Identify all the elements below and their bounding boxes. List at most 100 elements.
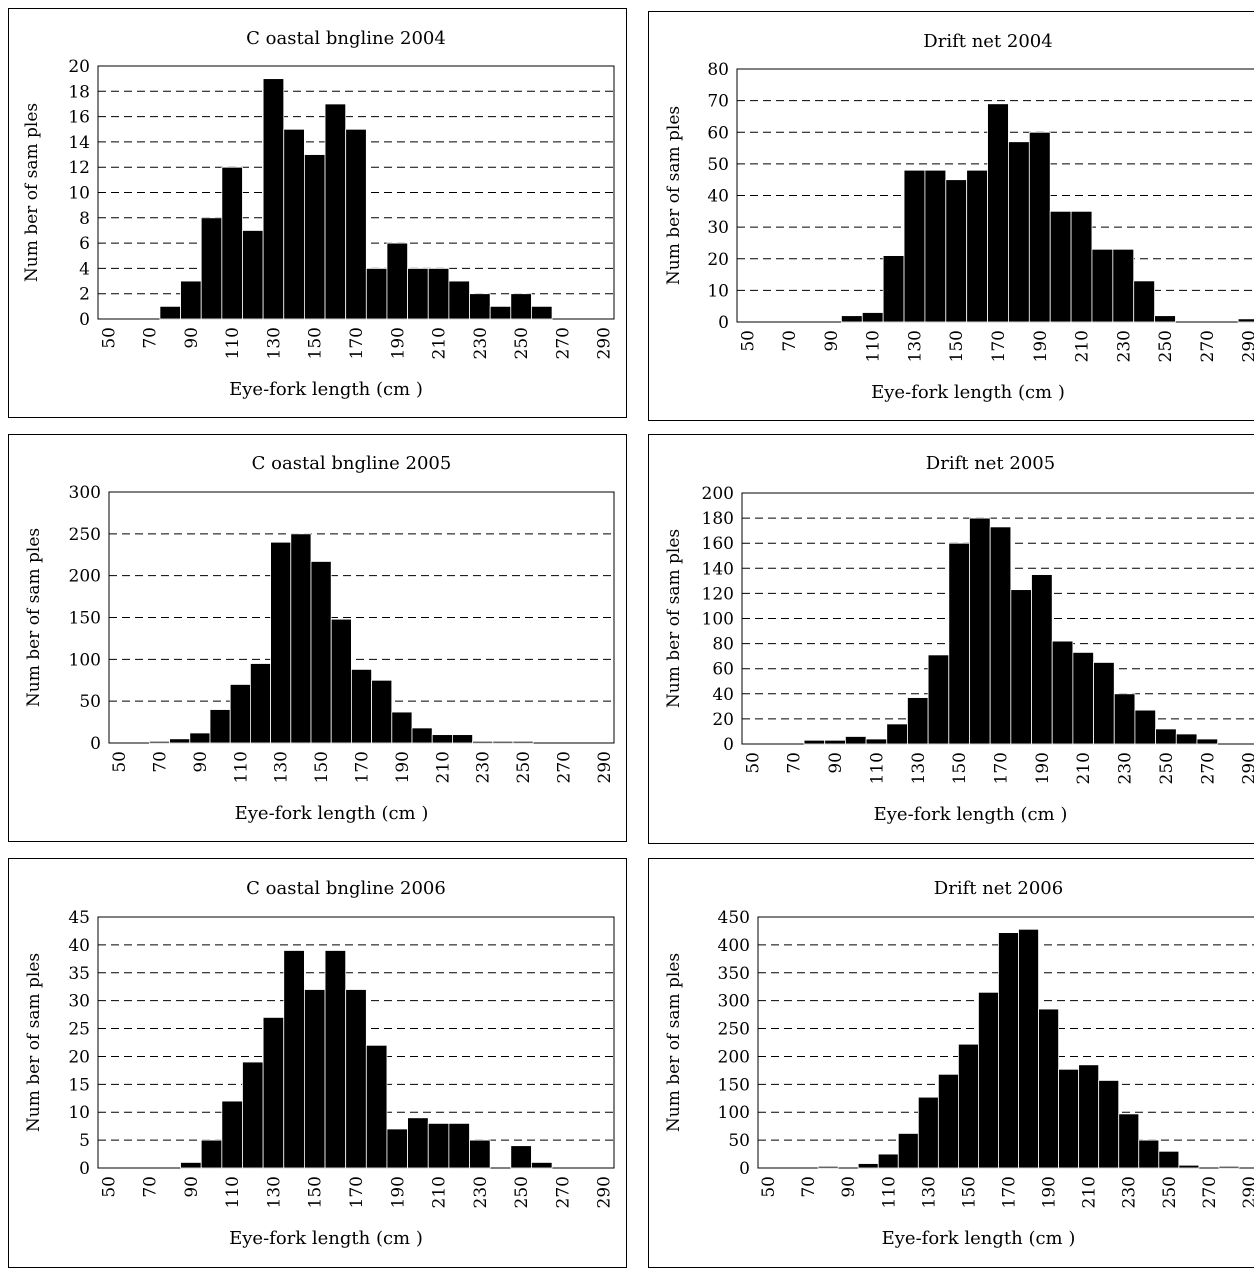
x-tick-label: 250: [512, 1176, 532, 1208]
y-tick-label: 160: [702, 534, 734, 554]
y-tick-label: 0: [79, 310, 90, 330]
x-tick-label: 130: [919, 1176, 939, 1208]
bar: [966, 169, 988, 323]
y-tick-label: 20: [68, 1047, 90, 1067]
y-axis-label: Num ber of sam ples: [664, 953, 684, 1132]
y-tick-label: 60: [712, 660, 734, 680]
x-tick-label: 90: [826, 752, 846, 774]
bar: [937, 1073, 959, 1169]
bar: [531, 305, 553, 320]
bar: [159, 305, 181, 320]
y-tick-label: 0: [723, 735, 734, 755]
bar: [1038, 1008, 1059, 1169]
bar: [209, 709, 231, 744]
chart-svg: C oastal bngline 2004 0 2 4 6 8 10 12 14 16 18 20 50…: [22, 28, 615, 400]
bar: [903, 169, 926, 323]
bar: [180, 1162, 202, 1169]
chart-title: Drift net 2006: [934, 878, 1063, 899]
chart-svg: C oastal bngline 2005 0 50 100 150 200 250 300 5…: [24, 453, 615, 824]
y-tick-label: 14: [68, 133, 90, 153]
bar: [451, 734, 473, 744]
bar: [886, 723, 908, 745]
y-tick-label: 45: [68, 908, 90, 928]
y-tick-label: 20: [712, 710, 734, 730]
y-tick-label: 4: [79, 259, 90, 279]
bar: [1098, 1080, 1120, 1169]
bar: [431, 734, 453, 744]
x-tick-label: 170: [1000, 1176, 1020, 1208]
x-tick-label: 210: [430, 1176, 450, 1208]
bar: [1072, 651, 1094, 745]
x-tick-label: 150: [306, 1176, 326, 1208]
x-tick-label: 50: [99, 1176, 119, 1198]
y-tick-label: 35: [68, 964, 90, 984]
bar: [330, 618, 352, 744]
x-tick-label: 110: [231, 751, 251, 783]
x-tick-label: 270: [555, 751, 575, 783]
x-tick-label: 70: [141, 327, 161, 349]
x-tick-label: 50: [743, 752, 763, 774]
bar: [1008, 141, 1030, 323]
bar: [169, 738, 191, 744]
x-tick-label: 190: [388, 327, 408, 359]
y-tick-label: 0: [739, 1159, 750, 1179]
bar: [283, 950, 305, 1169]
x-tick-label: 50: [759, 1176, 779, 1198]
bar: [148, 740, 170, 744]
x-tick-label: 130: [909, 752, 929, 784]
x-tick-label: 130: [264, 327, 284, 359]
x-tick-label: 170: [347, 1176, 367, 1208]
bar: [262, 78, 285, 320]
y-tick-label: 80: [712, 635, 734, 655]
y-tick-label: 2: [79, 285, 90, 305]
bar: [303, 154, 326, 320]
y-tick-label: 250: [718, 1020, 750, 1040]
x-tick-label: 250: [1157, 752, 1177, 784]
bar: [448, 1122, 470, 1169]
x-axis-label: Eye-fork length (cm ): [874, 804, 1068, 825]
bar: [1175, 733, 1198, 745]
bar: [365, 1044, 388, 1169]
bar: [865, 738, 888, 745]
bar: [897, 1133, 919, 1169]
y-tick-label: 25: [68, 1020, 90, 1040]
x-tick-label: 50: [99, 327, 119, 349]
bar: [978, 991, 999, 1169]
bar: [1134, 709, 1157, 745]
y-tick-label: 16: [68, 108, 90, 128]
x-tick-label: 70: [151, 751, 171, 773]
x-tick-label: 210: [1073, 330, 1093, 362]
y-tick-label: 5: [79, 1131, 90, 1151]
x-tick-label: 170: [353, 751, 373, 783]
y-tick-label: 0: [90, 734, 101, 754]
bar: [1093, 662, 1115, 745]
chart-panel-drift-2004: Drift net 2004 0 10 20 30 40 50 60 70 80 50 70 90 110…: [648, 11, 1254, 421]
x-tick-label: 270: [1200, 1176, 1220, 1208]
bar: [1113, 693, 1136, 745]
bar: [242, 1061, 264, 1169]
x-tick-label: 290: [595, 751, 615, 783]
y-tick-label: 300: [718, 992, 750, 1012]
bar: [324, 103, 347, 320]
bar: [448, 280, 470, 320]
bar: [345, 989, 367, 1169]
bar: [283, 128, 305, 320]
bar: [492, 740, 514, 744]
x-tick-label: 290: [1240, 1176, 1254, 1208]
x-tick-label: 230: [1120, 1176, 1140, 1208]
bar: [957, 1043, 979, 1169]
bar: [948, 542, 970, 745]
bar: [945, 179, 968, 323]
bar: [350, 668, 372, 744]
x-tick-label: 190: [1040, 1176, 1060, 1208]
y-tick-label: 250: [69, 525, 101, 545]
x-tick-label: 230: [474, 751, 494, 783]
x-tick-label: 230: [471, 1176, 491, 1208]
x-tick-label: 250: [1156, 330, 1176, 362]
y-tick-label: 12: [68, 158, 90, 178]
bar: [411, 727, 433, 744]
x-tick-label: 50: [110, 751, 130, 773]
x-tick-label: 190: [1033, 752, 1053, 784]
y-axis-label: Num ber of sam ples: [664, 529, 684, 708]
y-tick-label: 30: [68, 992, 90, 1012]
